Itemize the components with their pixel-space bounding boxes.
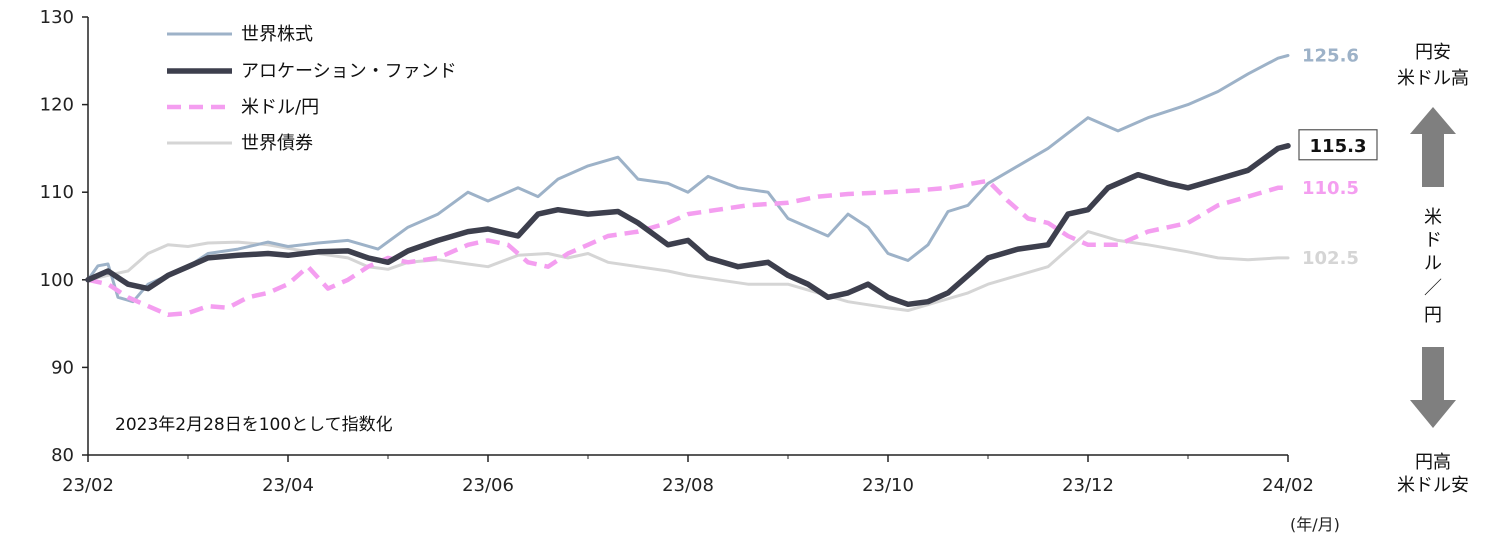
side-mid-3: ル [1424,253,1442,274]
y-tick-label: 90 [51,357,74,378]
legend-label-3: 世界債券 [241,133,313,154]
y-tick-label: 80 [51,445,74,466]
x-tick-label: 23/06 [462,475,514,496]
side-mid-2: ド [1424,230,1442,251]
end-labels: 125.6 115.3 110.5 102.5 [1299,46,1377,269]
side-mid-4: ／ [1424,278,1442,299]
legend-label-2: 米ドル/円 [241,97,319,118]
side-annotation: 円安 米ドル高 米 ド ル ／ 円 円高 米ドル安 [1397,42,1469,496]
y-tick-label: 130 [40,7,74,28]
y-tick-label: 120 [40,95,74,116]
end-label-0: 125.6 [1302,46,1359,67]
series-line-0 [88,56,1288,302]
x-tick-label: 23/08 [662,475,714,496]
end-label-1: 115.3 [1310,136,1367,157]
side-top-line2: 米ドル高 [1397,68,1469,89]
x-tick-label: 23/02 [62,475,114,496]
side-bottom-line2: 米ドル安 [1397,475,1469,496]
end-label-2: 110.5 [1302,178,1359,199]
arrow-up-icon [1410,107,1456,187]
x-unit-label: (年/月) [1290,515,1340,534]
x-tick-label: 23/04 [262,475,314,496]
side-mid-1: 米 [1424,207,1442,228]
side-mid-5: 円 [1424,305,1442,326]
x-tick-label: 24/02 [1262,475,1314,496]
chart-note: 2023年2月28日を100として指数化 [115,415,393,435]
y-tick-label: 110 [40,182,74,203]
y-tick-label: 100 [40,270,74,291]
side-bottom-line1: 円高 [1415,452,1451,473]
arrow-down-icon [1410,347,1456,428]
x-tick-label: 23/10 [862,475,914,496]
x-tick-label: 23/12 [1062,475,1114,496]
end-label-3: 102.5 [1302,248,1359,269]
series-line-1 [88,146,1288,304]
series-line-2 [88,181,1288,315]
legend-label-0: 世界株式 [241,24,313,45]
side-top-line1: 円安 [1415,42,1451,63]
legend-label-1: アロケーション・ファンド [241,61,457,82]
series-layer [88,56,1288,315]
